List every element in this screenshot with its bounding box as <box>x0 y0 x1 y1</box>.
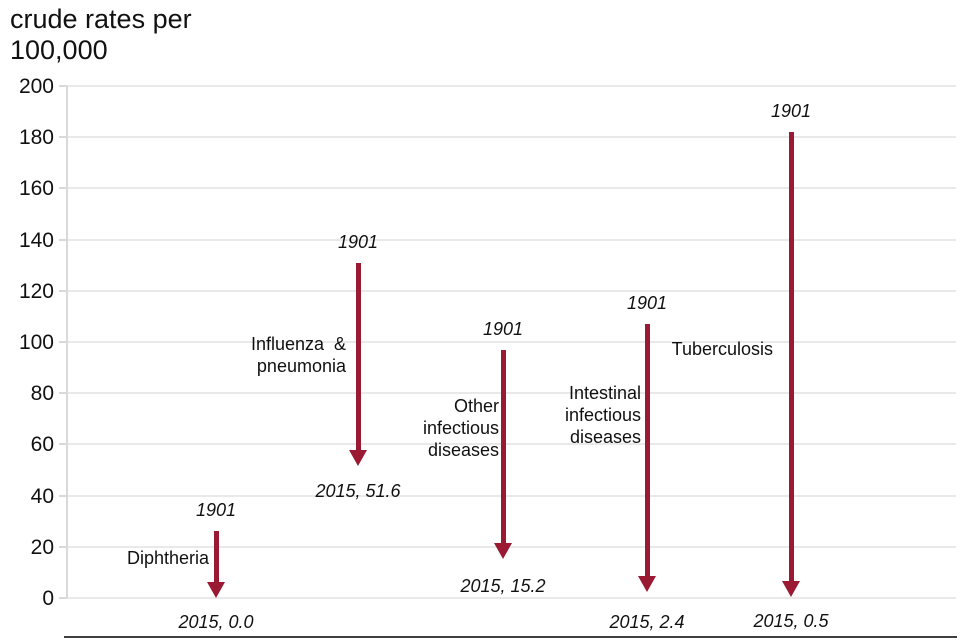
series-name-line: Influenza & <box>250 334 346 354</box>
gridline-100 <box>67 341 956 343</box>
y-tick-label-100: 100 <box>18 331 54 354</box>
y-tick-80 <box>59 392 67 395</box>
gridline-180 <box>67 136 956 139</box>
arrow-head-tuberculosis <box>782 580 800 597</box>
y-tick-label-0: 0 <box>42 587 54 610</box>
y-axis-title-line1: crude rates per <box>10 4 192 34</box>
arrow-head-other-infectious-diseases <box>494 543 512 560</box>
y-tick-label-60: 60 <box>30 433 54 457</box>
y-tick-20 <box>59 545 67 548</box>
series-name-line: pneumonia <box>256 356 346 376</box>
y-tick-160 <box>59 187 67 190</box>
series-name-tuberculosis: Tuberculosis <box>672 338 773 360</box>
y-axis-title-line2: 100,000 <box>10 35 108 65</box>
start-year-label-intestinal-infectious-diseases: 1901 <box>626 293 668 314</box>
y-tick-label-140: 140 <box>18 228 54 252</box>
y-tick-label-120: 120 <box>18 279 54 303</box>
gridline-120 <box>67 289 956 292</box>
arrow-shaft-tuberculosis <box>788 132 794 581</box>
gridline-140 <box>67 238 956 241</box>
y-tick-label-200: 200 <box>18 75 54 98</box>
arrow-head-intestinal-infectious-diseases <box>638 575 656 592</box>
gridline-60 <box>67 443 956 446</box>
y-tick-label-180: 180 <box>18 126 54 150</box>
end-value-label-diphtheria: 2015, 0.0 <box>178 612 254 632</box>
y-tick-100 <box>59 341 67 343</box>
y-axis-title: crude rates per 100,000 <box>10 4 192 66</box>
end-value-label-intestinal-infectious-diseases: 2015, 2.4 <box>609 612 685 632</box>
gridline-0 <box>67 597 956 599</box>
gridline-160 <box>67 187 956 190</box>
arrow-shaft-influenza-pneumonia <box>355 262 361 450</box>
end-value-label-other-infectious-diseases: 2015, 15.2 <box>460 576 546 596</box>
series-name-line: infectious <box>564 405 641 425</box>
arrow-shaft-intestinal-infectious-diseases <box>644 324 650 576</box>
gridline-200 <box>67 85 956 87</box>
gridline-80 <box>67 392 956 395</box>
start-year-label-other-infectious-diseases: 1901 <box>482 318 524 339</box>
end-value-label-influenza-pneumonia: 2015, 51.6 <box>315 481 401 501</box>
y-axis-line <box>66 86 68 598</box>
y-tick-label-160: 160 <box>18 177 54 201</box>
y-tick-140 <box>59 238 67 241</box>
series-name-line: diseases <box>427 440 499 460</box>
series-name-diphtheria: Diphtheria <box>127 547 209 569</box>
arrow-shaft-other-infectious-diseases <box>500 349 506 544</box>
y-tick-0 <box>59 597 67 599</box>
start-year-label-tuberculosis: 1901 <box>770 101 812 122</box>
series-name-line: Intestinal <box>568 383 641 403</box>
y-tick-40 <box>59 494 67 497</box>
series-name-line: Tuberculosis <box>671 339 773 359</box>
y-tick-label-80: 80 <box>30 382 54 406</box>
start-year-label-diphtheria: 1901 <box>195 500 237 521</box>
y-tick-180 <box>59 136 67 139</box>
series-name-other-infectious-diseases: Other infectious diseases <box>423 395 499 461</box>
gridline-40 <box>67 494 956 497</box>
series-name-line: diseases <box>569 427 641 447</box>
start-year-label-influenza-pneumonia: 1901 <box>337 231 379 252</box>
series-name-line: infectious <box>422 418 499 438</box>
end-value-label-tuberculosis: 2015, 0.5 <box>753 611 829 631</box>
arrow-shaft-diphtheria <box>213 531 219 582</box>
y-tick-60 <box>59 443 67 446</box>
y-tick-label-40: 40 <box>30 484 54 508</box>
arrow-head-diphtheria <box>207 582 225 598</box>
arrow-head-influenza-pneumonia <box>349 449 367 466</box>
y-tick-label-20: 20 <box>30 535 54 559</box>
x-axis-line <box>64 636 957 638</box>
series-name-influenza-pneumonia: Influenza & pneumonia <box>251 333 346 377</box>
y-tick-120 <box>59 289 67 292</box>
y-tick-200 <box>59 85 67 87</box>
series-name-line: Diphtheria <box>126 548 209 568</box>
series-name-line: Other <box>453 396 499 416</box>
series-name-intestinal-infectious-diseases: Intestinal infectious diseases <box>565 382 641 448</box>
